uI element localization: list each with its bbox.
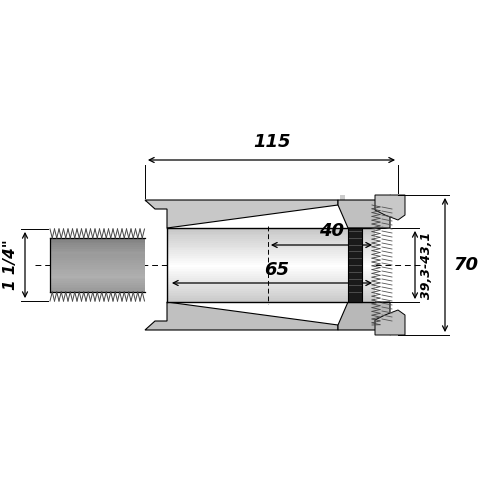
Bar	[50, 258, 145, 260]
Polygon shape	[338, 302, 398, 335]
Bar	[50, 262, 145, 264]
Bar	[167, 270, 375, 273]
Polygon shape	[338, 195, 398, 228]
Bar	[167, 254, 375, 256]
Text: 65: 65	[264, 261, 289, 279]
Bar	[50, 288, 145, 290]
Bar	[167, 298, 375, 300]
Polygon shape	[145, 200, 338, 228]
Bar	[167, 230, 375, 232]
Polygon shape	[145, 195, 345, 202]
Bar	[167, 234, 375, 236]
Bar	[167, 289, 375, 292]
Bar	[50, 265, 145, 268]
Bar	[167, 265, 375, 268]
Bar	[50, 281, 145, 283]
Bar	[50, 252, 145, 254]
Bar	[50, 240, 145, 242]
Bar	[167, 286, 375, 288]
Bar	[50, 274, 145, 276]
Bar	[167, 256, 375, 258]
Bar	[167, 250, 375, 252]
Bar	[167, 238, 375, 240]
Bar	[348, 228, 362, 302]
Bar	[167, 280, 375, 282]
Bar	[167, 260, 375, 262]
Bar	[167, 258, 375, 260]
Bar	[167, 239, 375, 242]
Bar	[167, 296, 375, 299]
Bar	[167, 241, 375, 244]
Bar	[167, 243, 375, 245]
Bar	[167, 278, 375, 280]
Polygon shape	[145, 302, 338, 330]
Bar	[50, 280, 145, 281]
Bar	[167, 284, 375, 286]
Bar	[167, 268, 375, 271]
Bar	[167, 263, 375, 266]
Bar	[50, 245, 145, 248]
Bar	[50, 276, 145, 278]
Polygon shape	[375, 310, 405, 335]
Bar	[167, 300, 375, 302]
Bar	[167, 248, 375, 250]
Bar	[167, 232, 375, 234]
Bar	[50, 247, 145, 250]
Bar	[50, 283, 145, 286]
Bar	[167, 244, 375, 247]
Bar	[50, 286, 145, 289]
Bar	[50, 238, 145, 240]
Text: 70: 70	[454, 256, 479, 274]
Bar	[50, 250, 145, 253]
Bar	[50, 270, 145, 272]
Bar	[167, 292, 375, 295]
Bar	[50, 260, 145, 262]
Bar	[50, 254, 145, 256]
Bar	[167, 272, 375, 275]
Bar	[167, 262, 375, 264]
Bar	[167, 228, 375, 230]
Bar	[167, 274, 375, 276]
Bar	[50, 256, 145, 258]
Bar	[50, 290, 145, 292]
Text: 39,3-43,1: 39,3-43,1	[420, 232, 433, 298]
Bar	[50, 267, 145, 269]
Bar	[167, 252, 375, 254]
Bar	[50, 249, 145, 251]
Bar	[167, 246, 375, 249]
Text: 1 1/4": 1 1/4"	[3, 240, 18, 290]
Bar	[167, 282, 375, 284]
Bar	[50, 272, 145, 274]
Bar	[50, 285, 145, 287]
Bar	[167, 291, 375, 293]
Bar	[167, 276, 375, 278]
Text: 115: 115	[253, 133, 290, 151]
Polygon shape	[375, 195, 405, 220]
Bar	[167, 294, 375, 297]
Bar	[50, 244, 145, 246]
Bar	[50, 278, 145, 280]
Bar	[50, 268, 145, 271]
Bar	[50, 263, 145, 266]
Bar	[167, 267, 375, 269]
Bar	[167, 287, 375, 290]
Bar	[50, 242, 145, 244]
Bar	[167, 236, 375, 238]
Text: 40: 40	[319, 222, 344, 240]
